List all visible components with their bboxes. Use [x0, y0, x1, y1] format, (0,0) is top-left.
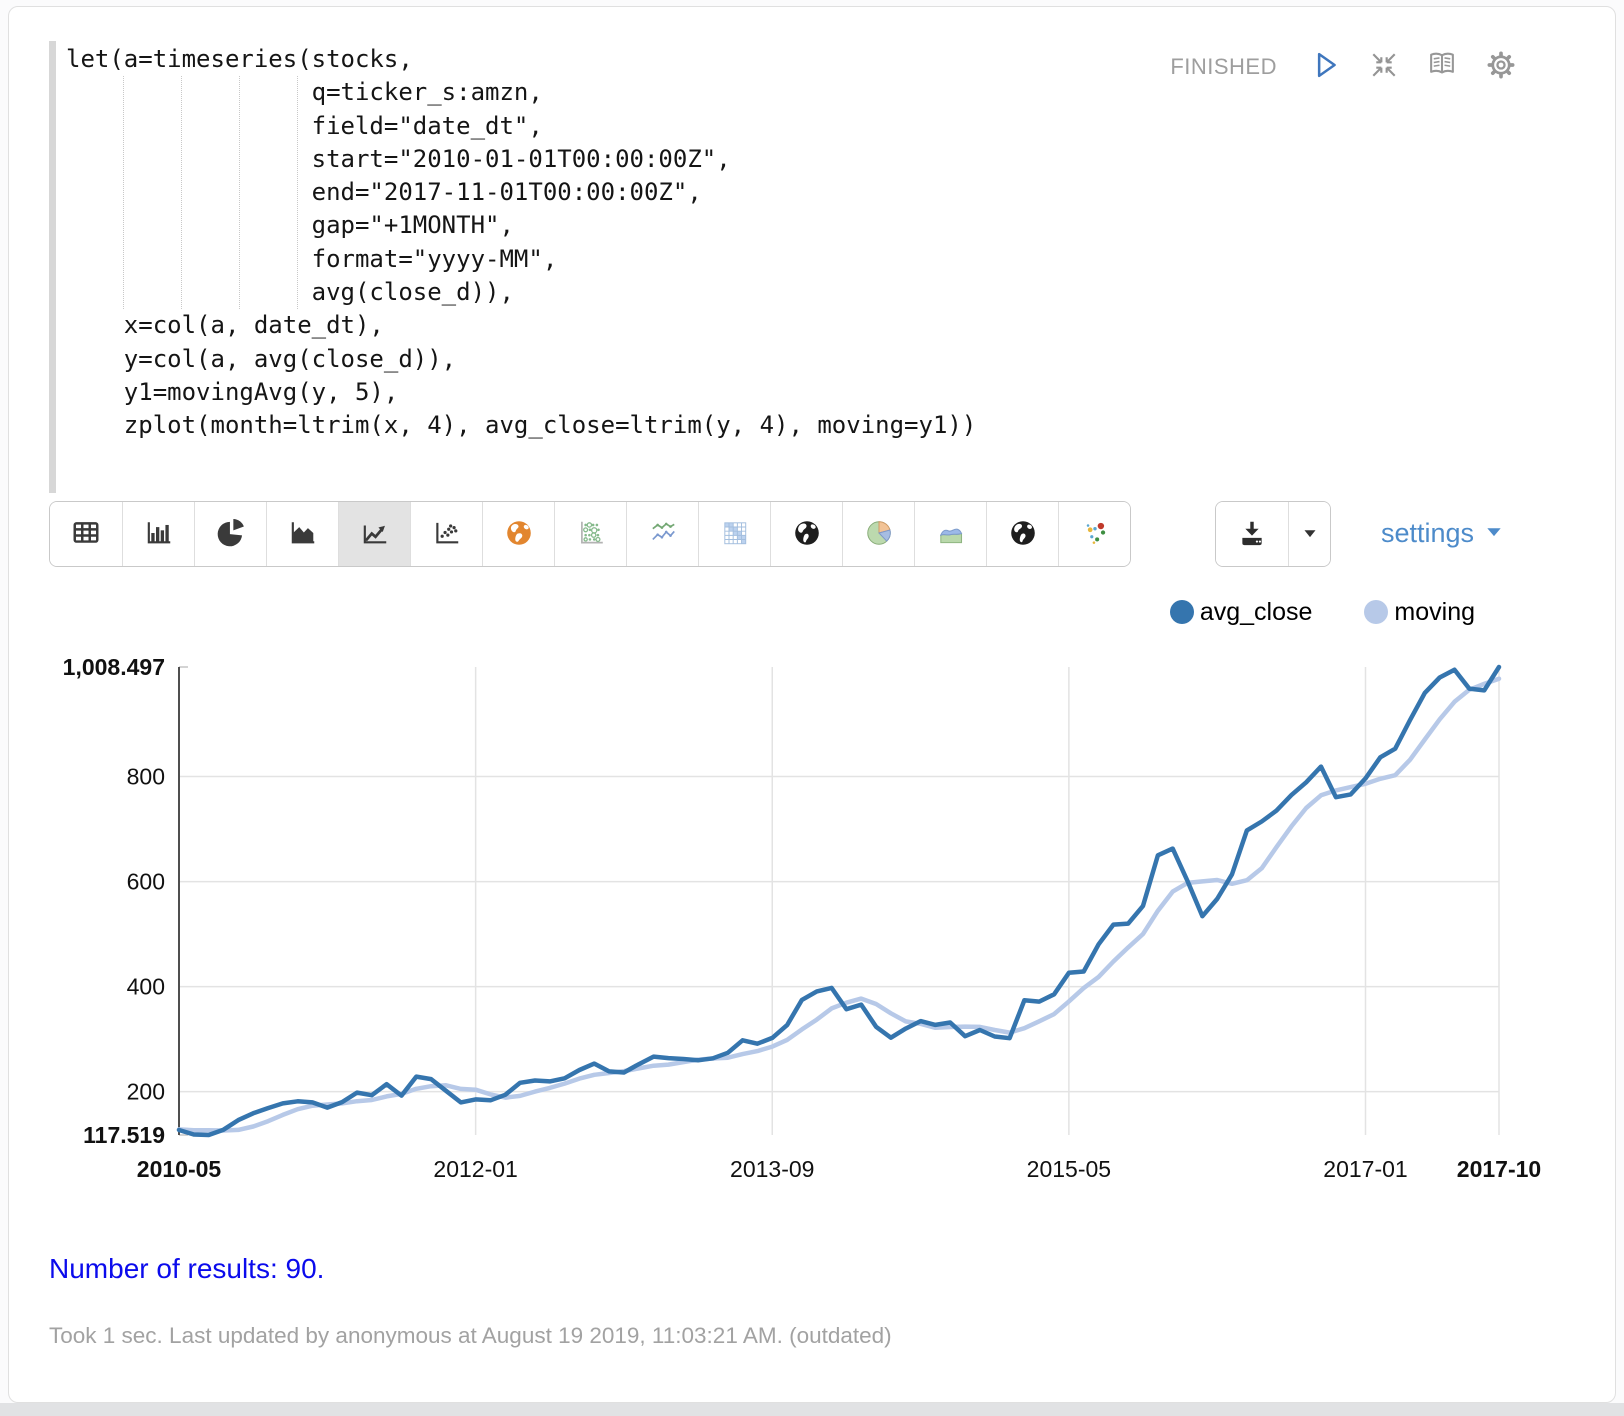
multi-line-chart-icon — [648, 518, 678, 551]
colored-pie-icon — [864, 518, 894, 551]
run-button[interactable] — [1310, 49, 1342, 84]
globe-orange-icon — [504, 518, 534, 551]
line-chart-icon — [360, 518, 390, 551]
download-icon — [1237, 518, 1267, 551]
chart-type-group — [49, 501, 1131, 567]
chart-type-table-button[interactable] — [50, 502, 122, 566]
chart-type-globe2-button[interactable] — [986, 502, 1058, 566]
paragraph-controls: FINISHED — [1170, 49, 1517, 84]
chart-type-line-button[interactable] — [338, 502, 410, 566]
chart-type-globe1-button[interactable] — [770, 502, 842, 566]
visualization-toolbar: settings — [49, 501, 1575, 567]
chart-type-worldmap-button[interactable] — [482, 502, 554, 566]
legend-label-moving: moving — [1394, 597, 1475, 626]
code-text[interactable]: let(a=timeseries(stocks, q=ticker_s:amzn… — [66, 45, 977, 440]
area-chart-icon — [288, 518, 318, 551]
chart-type-bar-button[interactable] — [122, 502, 194, 566]
svg-text:2012-01: 2012-01 — [433, 1156, 517, 1182]
svg-text:400: 400 — [127, 974, 165, 1000]
results-count: Number of results: 90. — [49, 1253, 325, 1284]
svg-text:2017-01: 2017-01 — [1323, 1156, 1407, 1182]
svg-text:2015-05: 2015-05 — [1027, 1156, 1111, 1182]
svg-text:200: 200 — [127, 1079, 165, 1105]
code-editor[interactable]: let(a=timeseries(stocks, q=ticker_s:amzn… — [49, 41, 1575, 493]
chart-type-heatmap-button[interactable] — [698, 502, 770, 566]
paragraph-card: let(a=timeseries(stocks, q=ticker_s:amzn… — [8, 6, 1616, 1403]
scatter-plot-icon — [432, 518, 462, 551]
legend-dot-moving — [1364, 600, 1389, 624]
svg-text:117.519: 117.519 — [83, 1122, 165, 1148]
chart-type-coloredscatter-button[interactable] — [1058, 502, 1130, 566]
svg-text:1,008.497: 1,008.497 — [63, 654, 165, 680]
dot-matrix-icon — [576, 518, 606, 551]
pie-chart-icon — [216, 518, 246, 551]
paragraph-footer: Took 1 sec. Last updated by anonymous at… — [49, 1323, 892, 1348]
globe-dark-icon — [792, 518, 822, 551]
colored-area-icon — [936, 518, 966, 551]
svg-text:2013-09: 2013-09 — [730, 1156, 814, 1182]
collapse-button[interactable] — [1369, 50, 1399, 83]
play-icon — [1310, 49, 1342, 84]
chart-type-coloredpie-button[interactable] — [842, 502, 914, 566]
svg-text:800: 800 — [127, 764, 165, 790]
gear-icon — [1485, 49, 1517, 84]
legend-item-moving[interactable]: moving — [1364, 598, 1475, 627]
chart-type-pie-button[interactable] — [194, 502, 266, 566]
show-editor-button[interactable] — [1426, 49, 1458, 84]
legend-label-avg-close: avg_close — [1199, 597, 1313, 626]
chart-type-multiline-button[interactable] — [626, 502, 698, 566]
chart-block: avg_close moving 200 400 600 800 1,008.497 11… — [49, 593, 1575, 1191]
download-button[interactable] — [1216, 502, 1288, 566]
chart-type-scatter-button[interactable] — [410, 502, 482, 566]
chart-legend: avg_close moving — [49, 593, 1575, 631]
colored-scatter-icon — [1080, 518, 1110, 551]
page-background-strip — [0, 1403, 1624, 1416]
settings-caret-icon — [1484, 518, 1504, 549]
chart-type-coloredarea-button[interactable] — [914, 502, 986, 566]
svg-text:2017-10: 2017-10 — [1457, 1156, 1541, 1182]
settings-toggle[interactable]: settings — [1375, 501, 1510, 565]
legend-item-avg-close[interactable]: avg_close — [1169, 597, 1313, 627]
editor-gutter-bar — [49, 41, 56, 493]
caret-down-icon — [1299, 522, 1321, 547]
chart-type-dotmatrix-button[interactable] — [554, 502, 626, 566]
download-options-button[interactable] — [1288, 502, 1330, 566]
svg-text:2010-05: 2010-05 — [137, 1156, 222, 1182]
settings-label: settings — [1381, 517, 1475, 548]
globe-dark2-icon — [1008, 518, 1038, 551]
chart-type-area-button[interactable] — [266, 502, 338, 566]
status-badge: FINISHED — [1170, 53, 1277, 79]
line-chart: 200 400 600 800 1,008.497 117.519 2010-05 2012-… — [63, 654, 1542, 1182]
book-icon — [1426, 49, 1458, 84]
download-group — [1215, 501, 1331, 567]
paragraph-settings-button[interactable] — [1485, 49, 1517, 84]
heatmap-icon — [720, 518, 750, 551]
legend-dot-avg-close — [1169, 600, 1194, 624]
table-icon — [71, 518, 101, 551]
bar-chart-icon — [144, 518, 174, 551]
svg-text:600: 600 — [127, 869, 165, 895]
compress-arrows-icon — [1369, 50, 1399, 83]
